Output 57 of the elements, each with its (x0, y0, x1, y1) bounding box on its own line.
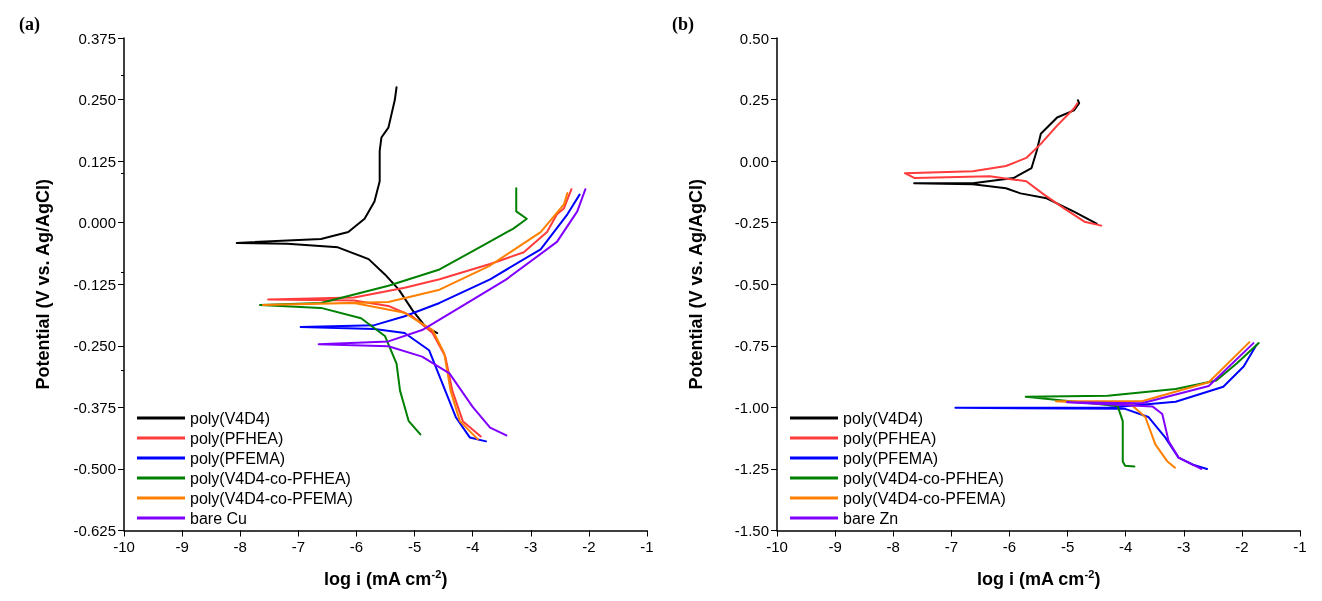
x-tick-label: -3 (1177, 537, 1191, 555)
x-tick-label: -5 (1060, 537, 1075, 555)
y-tick-label: -0.50 (734, 275, 769, 293)
line-series (954, 344, 1258, 470)
y-tick-label: -0.125 (73, 275, 116, 293)
y-tick-label: 0.125 (78, 152, 116, 170)
x-tick-label: -6 (1002, 537, 1017, 555)
x-tick-label: -10 (766, 537, 788, 555)
y-tick-label: 0.25 (739, 91, 769, 109)
y-tick-label: -0.25 (734, 214, 769, 232)
line-series (235, 86, 439, 335)
x-tick-label: -8 (886, 537, 900, 555)
legend-label: poly(PFHEA) (843, 429, 937, 447)
y-tick-label: -0.250 (73, 337, 116, 355)
x-tick-label: -9 (828, 537, 842, 555)
x-tick-label: -2 (582, 537, 596, 555)
legend-label: bare Cu (190, 509, 247, 527)
y-axis-title: Potential (V vs. Ag/AgCl) (33, 179, 53, 390)
y-tick-label: -0.500 (73, 460, 116, 478)
y-tick-label: 0.000 (78, 214, 116, 232)
y-tick-label: -1.50 (734, 522, 769, 539)
x-tick-label: -5 (407, 537, 422, 555)
y-tick-label: 0.50 (739, 29, 769, 47)
x-tick-label: -9 (175, 537, 189, 555)
x-tick-label: -7 (944, 537, 959, 555)
legend-label: poly(PFHEA) (190, 429, 284, 447)
y-tick-label: 0.00 (739, 152, 769, 170)
y-tick-label: 0.375 (78, 29, 116, 47)
y-tick-label: -0.75 (734, 337, 769, 355)
y-tick-label: 0.250 (78, 91, 116, 109)
x-tick-label: -8 (233, 537, 247, 555)
legend-label: poly(V4D4) (843, 409, 924, 427)
legend-label: poly(PFEMA) (190, 449, 286, 467)
x-tick-label: -4 (1118, 537, 1133, 555)
chart-title: (b) (672, 14, 694, 35)
legend-label: poly(V4D4) (190, 409, 271, 427)
x-tick-label: -4 (465, 537, 480, 555)
x-tick-label: -3 (524, 537, 538, 555)
y-tick-label: -1.25 (734, 460, 769, 478)
y-tick-label: -1.00 (734, 398, 769, 416)
line-series (1024, 342, 1260, 468)
legend-label: poly(V4D4-co-PFEMA) (843, 489, 1006, 507)
legend-label: bare Zn (843, 509, 899, 527)
x-tick-label: -6 (349, 537, 364, 555)
legend-label: poly(V4D4-co-PFHEA) (190, 469, 351, 487)
x-tick-label: -1 (1293, 537, 1307, 555)
x-tick-label: -1 (640, 537, 654, 555)
y-axis-title: Potential (V vs. Ag/AgCl) (686, 179, 706, 390)
legend-label: poly(V4D4-co-PFEMA) (190, 489, 353, 507)
y-tick-label: -0.375 (73, 398, 116, 416)
x-tick-label: -10 (113, 537, 135, 555)
chart-title: (a) (19, 14, 40, 35)
legend-label: poly(PFEMA) (843, 449, 939, 467)
legend-label: poly(V4D4-co-PFHEA) (843, 469, 1004, 487)
x-tick-label: -7 (291, 537, 306, 555)
y-tick-label: -0.625 (73, 522, 116, 539)
x-tick-label: -2 (1235, 537, 1249, 555)
